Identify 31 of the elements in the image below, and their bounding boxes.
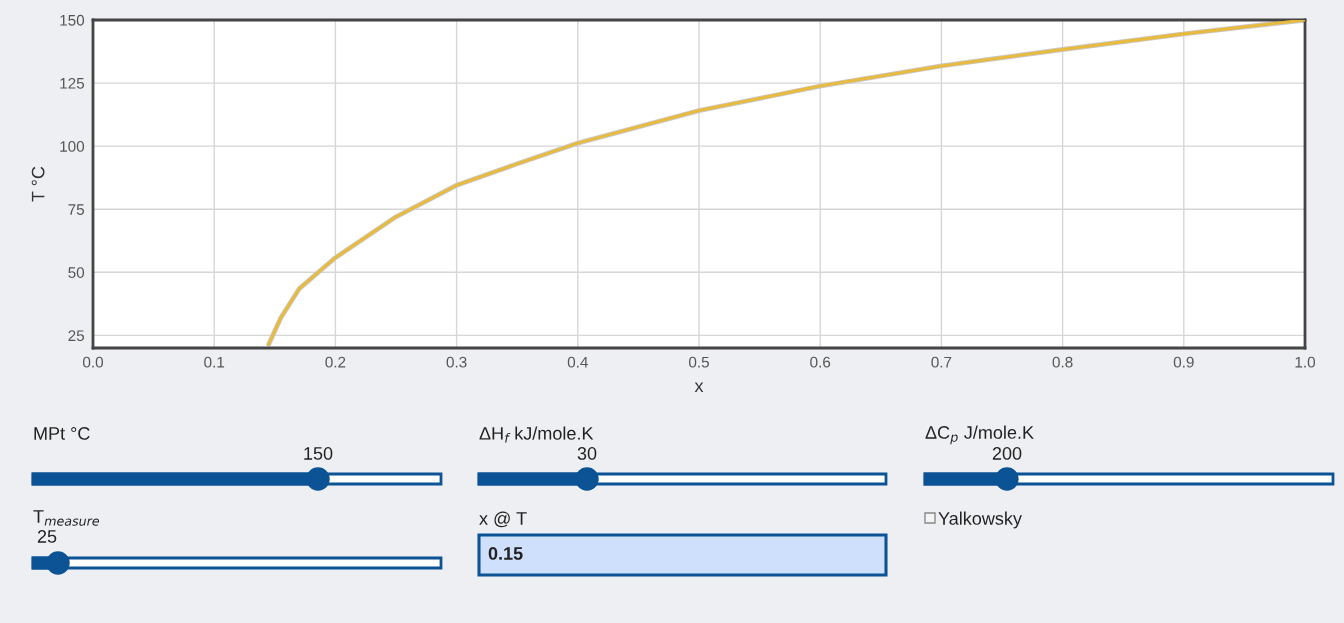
- x-tick-label: 0.3: [446, 356, 467, 368]
- text: 0.15: [488, 547, 523, 560]
- text: ΔC$_{p}$ J/mole.K: [925, 425, 1034, 445]
- y-axis-title: T °C: [31, 166, 45, 202]
- text: MPt °C: [34, 427, 90, 440]
- x-tick-label: 0.9: [1173, 356, 1194, 368]
- text: x @ T: [479, 511, 527, 528]
- x-tick-label: 0.6: [810, 356, 831, 368]
- line-series: [266, 20, 1305, 347]
- y-tick-label: 150: [60, 14, 85, 26]
- y-tick-label: 75: [68, 204, 85, 215]
- y-tick-label: 25: [68, 330, 85, 342]
- y-tick-label: 100: [60, 141, 85, 152]
- x-tick-label: 0.5: [688, 356, 709, 368]
- x-tick-label: 0.8: [1052, 356, 1073, 368]
- text: 150: [304, 447, 333, 460]
- text: 200: [992, 447, 1022, 460]
- text: 25: [37, 530, 57, 543]
- x-tick-label: 0.1: [204, 356, 225, 368]
- x-tick-label: 0.0: [82, 356, 104, 368]
- x-axis-title: x: [694, 382, 704, 392]
- text: Yalkowsky: [938, 511, 1022, 529]
- x-tick-label: 1.0: [1295, 356, 1316, 368]
- y-tick-label: 50: [68, 267, 85, 278]
- x-tick-label: 0.7: [931, 356, 952, 368]
- text: ΔH$_{f}$ kJ/mole.K: [479, 426, 594, 443]
- text: T$_{measure}$: [33, 510, 100, 526]
- x-tick-label: 0.4: [567, 356, 588, 368]
- y-tick-label: 125: [60, 77, 85, 89]
- text: 30: [577, 447, 597, 460]
- x-tick-label: 0.2: [325, 356, 346, 368]
